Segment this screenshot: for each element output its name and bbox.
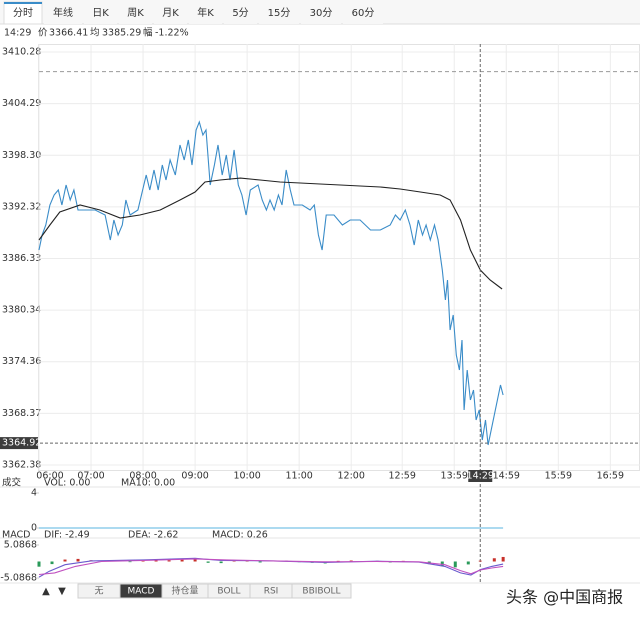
legend-entry: DIF: -2.49 [44,530,90,541]
macd-bar [258,561,262,563]
y-tick-label: 3380.34 [2,305,41,316]
indicator-tab-label[interactable]: MACD [128,587,155,597]
x-tick-label: 16:59 [597,471,624,482]
macd-bar [219,561,223,564]
panel-title: 成交 [2,477,22,489]
tab[interactable] [154,2,187,24]
indicator-tab-label[interactable]: BOLL [217,587,240,597]
legend-entry: MACD: 0.26 [212,530,268,541]
y-tick-label: 3404.29 [2,98,41,109]
y-tick-label: 3362.38 [2,460,41,471]
tab-label[interactable]: 年线 [53,6,73,19]
tab[interactable] [119,2,152,24]
info-avg: 3385.29 [102,28,141,39]
macd-bar [76,558,80,562]
y-tick-label: 5.0868 [4,540,37,551]
macd-bar [206,561,210,563]
series-line [38,558,504,576]
y-tick-label: -5.0868 [0,573,37,584]
x-tick-label: 13:59 [441,471,468,482]
macd-bar [349,560,353,562]
arrow-button[interactable]: ▼ [58,586,66,597]
plot-frame [38,44,640,471]
x-tick-label: 11:00 [285,471,312,482]
y-tick-label: 4 [31,488,37,499]
macd-bar [466,561,470,565]
macd-bar [478,560,482,562]
tab-label[interactable]: 5分 [232,7,248,19]
tab[interactable] [224,2,257,24]
cursor-x-badge [468,470,493,482]
info-change-label: 幅 [143,27,153,39]
x-tick-label: 07:00 [77,471,104,482]
macd-bar [167,560,171,562]
x-tick-label: 10:00 [233,471,260,482]
y-tick-label: 3392.32 [2,201,41,212]
info-time: 14:29 [4,28,31,39]
macd-bar [180,559,184,562]
tab-label[interactable]: 30分 [310,7,333,19]
tab[interactable] [84,2,117,24]
cursor-x-label: 14:29 [467,471,494,482]
y-tick-label: 3386.33 [2,253,41,264]
tab-label[interactable]: 60分 [352,7,375,19]
info-price-label: 价 [38,28,48,39]
macd-bar [37,561,41,567]
x-tick-label: 12:59 [389,471,416,482]
indicator-tab-label[interactable]: 无 [94,586,103,597]
series-line [38,557,504,578]
tab-label[interactable]: 15分 [268,7,291,19]
tab-label[interactable]: 日K [92,8,109,19]
series-line [38,120,504,446]
info-change: -1.22% [155,28,189,39]
x-tick-label: 12:00 [338,471,365,482]
macd-bar [154,559,158,562]
tab[interactable] [189,2,222,24]
indicator-tab-label[interactable]: RSI [264,587,279,597]
tab-label[interactable]: 分时 [13,7,33,19]
legend-entry: VOL: 0.00 [44,478,90,489]
x-tick-label: 06:00 [36,471,63,482]
macd-bar [501,556,505,562]
cursor-y-badge [0,437,38,450]
panel-title: MACD [2,530,30,541]
macd-bar [453,561,457,568]
info-avg-label: 均 [90,27,100,39]
tab-label[interactable]: 月K [162,7,179,19]
y-tick-label: 3398.30 [2,150,41,161]
tab[interactable] [259,2,299,24]
indicator-tab-label[interactable]: 持仓量 [171,585,198,597]
arrow-button[interactable]: ▲ [42,586,50,597]
x-tick-label: 14:59 [493,471,520,482]
tab-label[interactable]: 周K [127,7,144,19]
macd-bar [128,561,132,563]
x-tick-label: 09:00 [181,471,208,482]
tab[interactable] [343,2,383,24]
info-price: 3366.41 [49,28,88,39]
legend-entry: MA10: 0.00 [121,478,175,489]
legend-entry: DEA: -2.62 [128,530,178,541]
y-tick-label: 3368.37 [2,408,41,419]
cursor-y-label: 3364.92 [2,438,41,449]
x-tick-label: 15:59 [545,471,572,482]
indicator-tab[interactable] [291,583,352,599]
tab[interactable] [301,2,341,24]
macd-bar [440,561,444,567]
macd-bar [63,559,67,562]
series-line [38,177,503,290]
watermark: 头条 @中国商报 [506,588,623,607]
y-tick-label: 0 [31,523,37,534]
macd-bar [50,561,54,565]
y-tick-label: 3374.36 [2,356,41,367]
x-tick-label: 08:00 [129,471,156,482]
y-tick-label: 3410.28 [2,47,41,58]
macd-bar [492,558,496,562]
tab[interactable] [44,2,82,24]
macd-bar [193,559,197,562]
indicator-tab-label[interactable]: BBIBOLL [302,587,340,597]
tab-label[interactable]: 年K [197,6,214,19]
